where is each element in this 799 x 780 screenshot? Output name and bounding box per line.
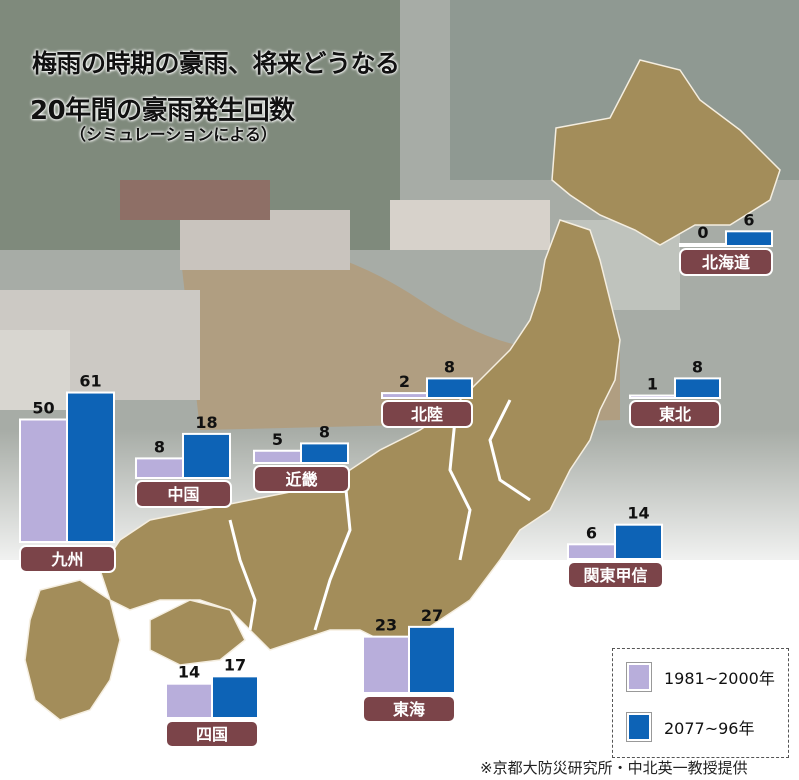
chart-title: 梅雨の時期の豪雨、将来どうなる [32, 49, 400, 78]
data-label-future-3: 8 [319, 422, 330, 441]
data-label-future-0: 61 [79, 372, 101, 391]
region-label-box-2 [165, 720, 259, 748]
bar-future-2 [211, 675, 259, 719]
bar-past-5 [362, 635, 410, 695]
data-label-future-7: 8 [692, 357, 703, 376]
region-label-box-6 [567, 561, 664, 589]
source-credit: ※京都大防災研究所・中北英一教授提供 [480, 759, 748, 777]
bar-past-2 [165, 682, 213, 720]
region-label-box-7 [629, 400, 721, 428]
bar-past-7 [629, 394, 676, 399]
bar-past-6 [567, 543, 616, 560]
data-label-past-2: 14 [178, 663, 200, 682]
bar-past-3 [253, 449, 302, 464]
bar-future-1 [182, 432, 231, 479]
data-label-future-5: 27 [421, 606, 443, 625]
bar-future-0 [66, 391, 115, 543]
data-label-past-4: 2 [399, 372, 410, 391]
chart-note: （シミュレーションによる） [70, 125, 277, 144]
bar-future-5 [408, 625, 456, 694]
region-label-box-4 [381, 400, 473, 428]
bar-future-3 [300, 442, 349, 464]
region-label-1: 中国 [167, 485, 199, 504]
region-label-3: 近畿 [285, 470, 317, 489]
legend-swatch-future [627, 713, 651, 741]
legend-item-future: 2077~96年 [627, 713, 755, 741]
bar-past-8 [679, 243, 727, 247]
data-label-past-6: 6 [586, 523, 597, 542]
bar-past-4 [381, 392, 428, 400]
region-borders [228, 399, 531, 631]
legend: 1981~2000年 2077~96年 [612, 648, 789, 758]
bar-past-0 [19, 418, 68, 543]
region-label-2: 四国 [196, 725, 228, 744]
legend-label-past: 1981~2000年 [664, 669, 775, 688]
bar-future-8 [725, 230, 773, 248]
data-label-past-1: 8 [154, 437, 165, 456]
bar-future-6 [614, 523, 663, 561]
legend-label-future: 2077~96年 [664, 719, 755, 738]
bar-future-7 [674, 377, 721, 399]
data-label-future-2: 17 [224, 655, 246, 674]
data-label-future-1: 18 [195, 413, 217, 432]
region-label-box-1 [135, 480, 232, 508]
region-label-box-5 [362, 695, 456, 723]
region-label-4: 北陸 [411, 405, 443, 424]
region-label-0: 九州 [50, 550, 83, 569]
region-label-box-8 [679, 248, 773, 276]
data-label-past-8: 0 [697, 223, 708, 242]
region-label-8: 北海道 [702, 253, 750, 272]
legend-item-past: 1981~2000年 [627, 663, 775, 691]
bar-future-4 [426, 377, 473, 399]
data-label-future-4: 8 [444, 357, 455, 376]
data-label-past-5: 23 [375, 616, 397, 635]
data-label-future-6: 14 [627, 504, 649, 523]
data-label-past-3: 5 [272, 430, 283, 449]
data-label-future-8: 6 [743, 210, 754, 229]
data-label-past-7: 1 [647, 375, 658, 394]
legend-swatch-past [627, 663, 651, 691]
region-label-6: 関東甲信 [583, 566, 647, 585]
data-label-past-0: 50 [32, 399, 54, 418]
region-label-box-0 [19, 545, 116, 573]
bar-past-1 [135, 457, 184, 479]
region-label-7: 東北 [659, 405, 691, 424]
region-label-5: 東海 [393, 700, 425, 719]
region-label-box-3 [253, 465, 350, 493]
chart-subtitle: 20年間の豪雨発生回数 [30, 96, 295, 126]
